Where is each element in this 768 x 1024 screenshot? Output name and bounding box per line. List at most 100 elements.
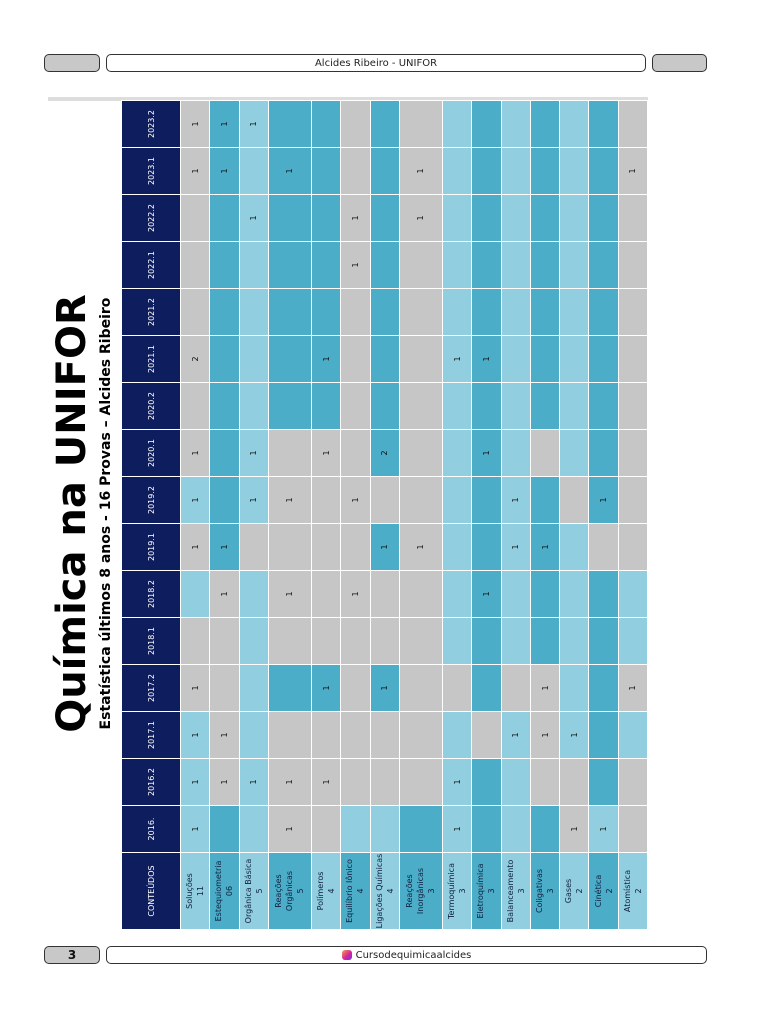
table-row: Equilíbrio Iônico 4 1 1 1 1	[340, 100, 371, 930]
table-cell	[180, 194, 210, 242]
table-cell	[180, 382, 210, 430]
table-cell	[442, 476, 472, 524]
table-cell: 1	[399, 147, 443, 195]
table-row: Atomística 2 1 1	[618, 100, 648, 930]
table-cell	[209, 429, 240, 477]
table-cell	[311, 570, 341, 618]
table-cell: 1	[501, 476, 531, 524]
table-cell	[442, 664, 472, 712]
table-cell	[559, 100, 589, 148]
table-cell: 1	[311, 429, 341, 477]
table-cell: 1	[471, 429, 502, 477]
table-cell	[501, 194, 531, 242]
table-cell: 1	[268, 570, 312, 618]
table-cell	[501, 429, 531, 477]
table-cell	[501, 617, 531, 665]
table-cell: 1	[340, 476, 371, 524]
table-cell	[399, 100, 443, 148]
table-cell: 1	[180, 758, 210, 806]
table-cell	[209, 335, 240, 383]
row-label: Equilíbrio Iônico 4	[340, 852, 371, 930]
table-cell	[399, 476, 443, 524]
table-cell	[530, 805, 560, 853]
instagram-handle: Cursodequimicaalcides	[355, 949, 472, 961]
table-cell	[399, 805, 443, 853]
table-cell	[268, 194, 312, 242]
table-cell	[239, 147, 269, 195]
table-cell	[559, 147, 589, 195]
table-cell: 2	[180, 335, 210, 383]
table-cell: 1	[180, 476, 210, 524]
column-header: 2019.2	[121, 476, 181, 524]
table-cell	[442, 711, 472, 759]
rotated-page-content: Química na UNIFOR Estatística últimos 8 …	[48, 97, 648, 930]
table-cell: 1	[340, 241, 371, 289]
table-cell	[501, 241, 531, 289]
table-cell	[268, 288, 312, 336]
table-cell	[618, 382, 648, 430]
column-header: 2019.1	[121, 523, 181, 571]
table-cell	[370, 335, 400, 383]
table-cell	[501, 570, 531, 618]
table-cell	[239, 617, 269, 665]
table-cell: 1	[239, 194, 269, 242]
row-label: Polímeros 4	[311, 852, 341, 930]
table-cell	[209, 617, 240, 665]
table-cell	[471, 758, 502, 806]
table-cell	[471, 241, 502, 289]
table-cell	[311, 617, 341, 665]
table-cell	[530, 288, 560, 336]
table-cell	[588, 241, 619, 289]
table-cell	[588, 429, 619, 477]
table-cell	[471, 147, 502, 195]
table-cell	[559, 429, 589, 477]
table-cell	[501, 382, 531, 430]
table-row: Cinética 2 1 1	[588, 100, 619, 930]
table-cell	[530, 570, 560, 618]
table-cell	[399, 570, 443, 618]
table-cell	[340, 758, 371, 806]
table-cell	[559, 664, 589, 712]
table-cell	[618, 335, 648, 383]
table-cell	[618, 241, 648, 289]
table-cell	[399, 664, 443, 712]
table-cell	[530, 617, 560, 665]
table-cell	[370, 476, 400, 524]
table-cell	[501, 147, 531, 195]
table-cell	[268, 100, 312, 148]
column-header: 2017.2	[121, 664, 181, 712]
header-left-tab	[44, 54, 100, 72]
table-cell	[209, 664, 240, 712]
column-header: 2021.1	[121, 335, 181, 383]
table-cell: 1	[268, 476, 312, 524]
table-cell	[370, 241, 400, 289]
table-cell: 1	[340, 194, 371, 242]
row-label: Termoquímica 3	[442, 852, 472, 930]
table-cell	[530, 147, 560, 195]
table-cell	[268, 664, 312, 712]
table-cell	[530, 476, 560, 524]
header-right-tab	[652, 54, 707, 72]
table-cell	[209, 288, 240, 336]
table-cell	[399, 241, 443, 289]
table-cell: 1	[209, 100, 240, 148]
table-row: Polímeros 4 1 1 1 1	[311, 100, 341, 930]
table-cell: 2	[370, 429, 400, 477]
table-cell	[340, 711, 371, 759]
table-cell	[180, 570, 210, 618]
table-cell	[588, 382, 619, 430]
table-cell	[311, 194, 341, 242]
table-cell	[311, 100, 341, 148]
table-cell	[370, 805, 400, 853]
table-cell	[501, 335, 531, 383]
table-cell: 1	[399, 523, 443, 571]
table-cell	[340, 805, 371, 853]
table-row: Termoquímica 3 1 1 1	[442, 100, 472, 930]
table-cell	[442, 194, 472, 242]
table-cell	[268, 711, 312, 759]
table-cell	[530, 241, 560, 289]
table-cell	[471, 288, 502, 336]
document-title: Química na UNIFOR	[49, 294, 95, 733]
table-cell	[311, 476, 341, 524]
table-cell	[268, 523, 312, 571]
